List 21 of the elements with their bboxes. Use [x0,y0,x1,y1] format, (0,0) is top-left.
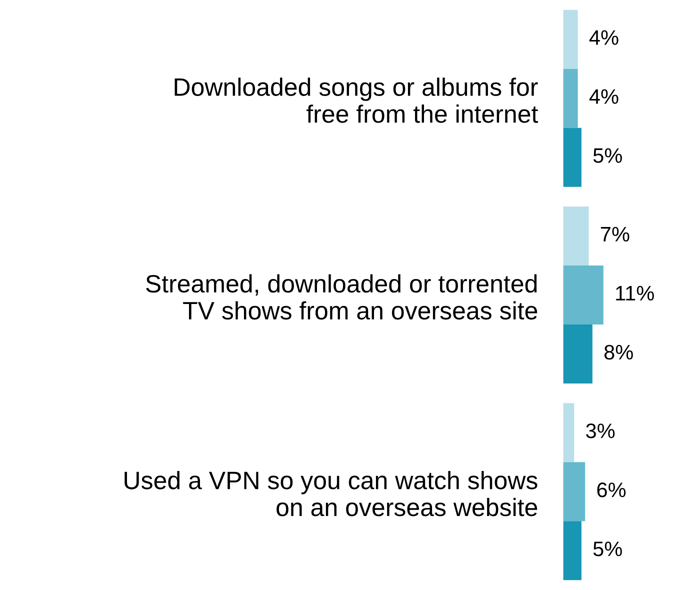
data-label: 4% [589,30,618,45]
data-label: 5% [593,542,622,556]
data-label: 7% [600,226,630,242]
bar [563,128,582,187]
y-tick-label: Downloaded songs or albums for free from the internet [174,78,538,123]
data-label: 4% [589,89,618,104]
bar [563,324,592,384]
data-label: 3% [586,424,615,438]
bar [563,206,589,266]
bar [563,68,578,128]
bar [563,462,586,522]
data-label: 11% [616,286,654,301]
bar [563,10,578,69]
data-label: 8% [604,344,633,360]
bar [563,521,582,580]
data-label: 6% [597,482,626,498]
bar [563,266,604,324]
data-label: 5% [593,148,622,163]
y-tick-label: Streamed, downloaded or torrented TV shows from an overseas site [146,274,538,320]
bar [563,403,574,462]
y-tick-label: Used a VPN so you can watch shows on an overseas website [124,470,538,516]
